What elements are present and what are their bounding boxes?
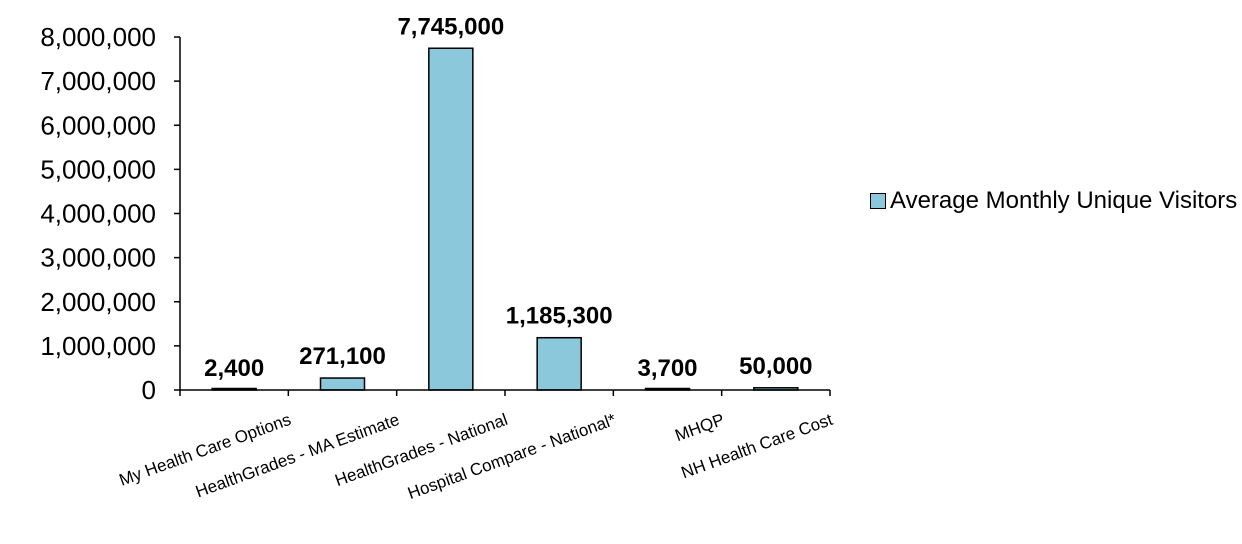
bar xyxy=(429,48,473,390)
x-tick-label: MHQP xyxy=(672,410,726,445)
y-tick-label: 5,000,000 xyxy=(40,154,156,184)
data-label: 2,400 xyxy=(204,355,264,382)
bars xyxy=(212,48,798,390)
y-tick-label: 1,000,000 xyxy=(40,331,156,361)
y-tick-label: 8,000,000 xyxy=(40,22,156,52)
bar xyxy=(321,378,365,390)
data-label: 50,000 xyxy=(739,353,812,380)
y-tick-label: 6,000,000 xyxy=(40,110,156,140)
data-label: 3,700 xyxy=(637,355,697,382)
y-axis-ticks: 0 1,000,000 2,000,000 3,000,000 4,000,000 5,0… xyxy=(40,22,180,405)
x-tick-label: HealthGrades - MA Estimate xyxy=(193,410,402,502)
x-tick-label: Hospital Compare - National* xyxy=(405,410,619,503)
data-label: 1,185,300 xyxy=(506,303,613,330)
data-label: 271,100 xyxy=(299,343,386,370)
data-label: 7,745,000 xyxy=(397,13,504,40)
y-tick-label: 7,000,000 xyxy=(40,66,156,96)
legend-label: Average Monthly Unique Visitors xyxy=(890,187,1237,214)
y-tick-label: 4,000,000 xyxy=(40,199,156,229)
bar xyxy=(537,338,581,390)
data-labels: 2,400 271,100 7,745,000 1,185,300 3,700 50,00… xyxy=(204,13,812,382)
y-tick-label: 3,000,000 xyxy=(40,243,156,273)
legend-swatch xyxy=(870,193,886,209)
x-tick-label: My Health Care Options xyxy=(117,410,294,490)
x-tick-label: HealthGrades - National xyxy=(332,410,510,490)
legend: Average Monthly Unique Visitors xyxy=(870,186,1240,216)
y-tick-label: 2,000,000 xyxy=(40,287,156,317)
y-tick-label: 0 xyxy=(142,375,156,405)
